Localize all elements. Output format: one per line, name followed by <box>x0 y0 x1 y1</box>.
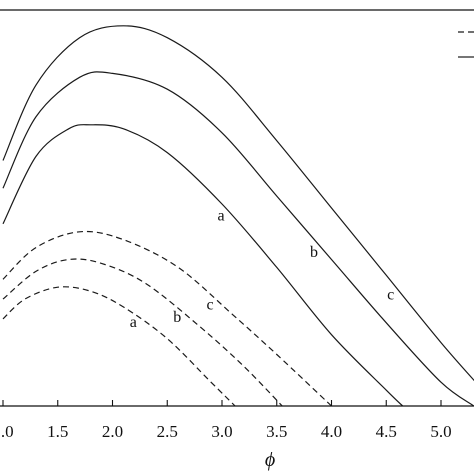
x-tick-label: 4.5 <box>376 422 397 441</box>
x-tick-label: 1.5 <box>47 422 68 441</box>
x-tick-label: 2.5 <box>157 422 178 441</box>
curve-dashed-c <box>2 230 332 407</box>
curve-labels: a b c a b c <box>130 208 395 331</box>
x-tick-label: 1.0 <box>0 422 14 441</box>
x-axis-ticks: 1.0 1.5 2.0 2.5 3.0 3.5 4.0 4.5 5.0 <box>0 400 452 441</box>
x-axis-label: ϕ <box>265 449 275 471</box>
curve-dashed-b <box>2 258 283 407</box>
x-tick-label: 4.0 <box>321 422 342 441</box>
curve-label-solid-c: c <box>387 287 394 304</box>
curve-solid-c <box>2 25 474 382</box>
legend <box>458 31 474 58</box>
curve-label-dashed-a: a <box>130 314 137 331</box>
x-tick-label: 2.0 <box>102 422 123 441</box>
plot-area: 1.0 1.5 2.0 2.5 3.0 3.5 4.0 4.5 5.0 a b c a b c <box>0 9 474 441</box>
curve-solid-a <box>2 124 404 407</box>
curve-label-solid-a: a <box>217 208 224 225</box>
x-tick-label: 5.0 <box>430 422 451 441</box>
x-tick-label: 3.0 <box>211 422 232 441</box>
plot-frame <box>0 9 474 407</box>
curve-label-dashed-c: c <box>206 296 213 313</box>
curve-dashed-a <box>2 286 236 407</box>
curve-solid-b <box>2 71 474 407</box>
curve-label-solid-b: b <box>310 244 318 261</box>
curves <box>2 25 474 407</box>
curve-label-dashed-b: b <box>173 309 181 326</box>
x-tick-label: 3.5 <box>266 422 287 441</box>
